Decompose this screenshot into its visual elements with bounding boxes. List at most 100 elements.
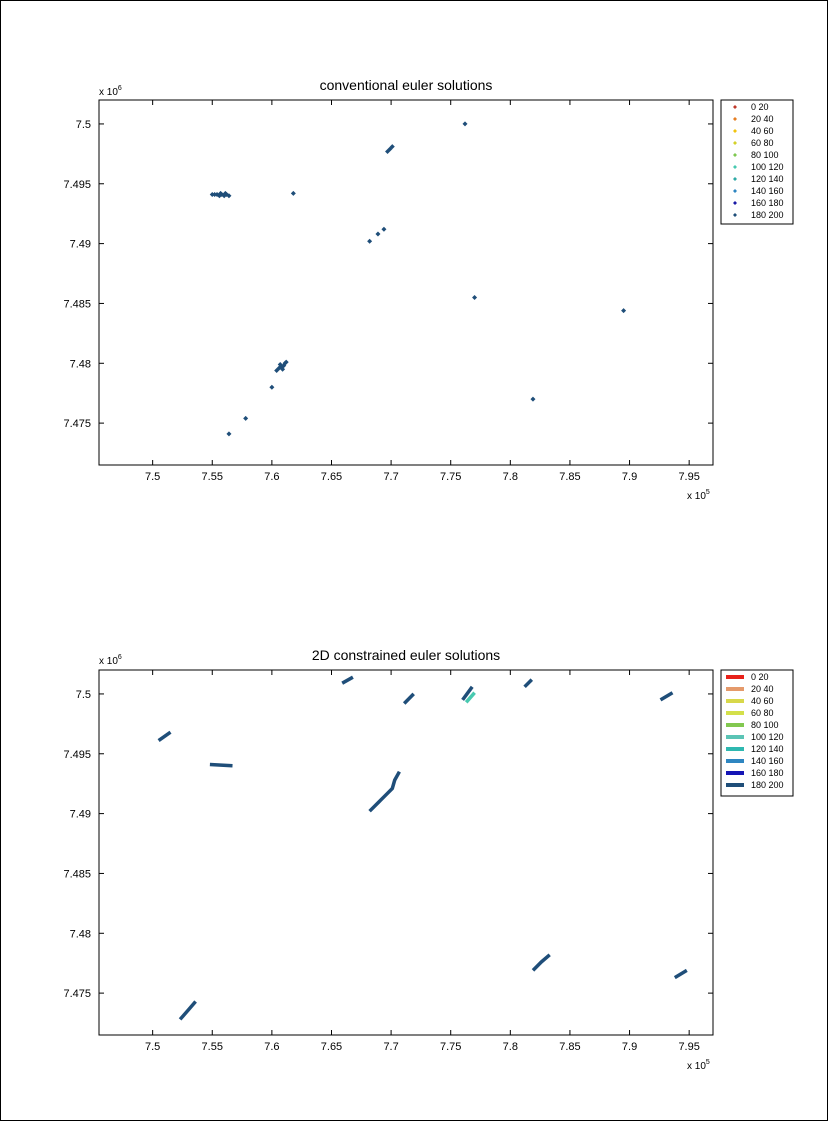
data-points — [209, 121, 627, 437]
x-tick-label: 7.55 — [202, 471, 223, 483]
x-tick-label: 7.55 — [202, 1041, 223, 1053]
data-point — [243, 415, 249, 421]
legend-label: 0 20 — [751, 672, 769, 682]
data-point — [389, 144, 395, 150]
data-segment — [523, 678, 534, 689]
y-tick-label: 7.475 — [63, 418, 91, 430]
data-point — [290, 190, 296, 196]
legend-label: 100 120 — [751, 162, 784, 172]
legend-label: 180 200 — [751, 210, 784, 220]
x-exponent-label: x 105 — [687, 1059, 710, 1072]
data-point — [462, 121, 468, 127]
y-tick-label: 7.49 — [70, 239, 91, 251]
legend-label: 160 180 — [751, 768, 784, 778]
y-tick-label: 7.485 — [63, 868, 91, 880]
y-tick-label: 7.485 — [63, 298, 91, 310]
legend-label: 20 40 — [751, 684, 774, 694]
y-exponent-label: x 106 — [99, 85, 122, 98]
legend-label: 100 120 — [751, 732, 784, 742]
plot-area — [98, 99, 714, 466]
x-tick-label: 7.9 — [622, 471, 637, 483]
data-point — [530, 396, 536, 402]
data-segment — [209, 762, 233, 768]
data-segment — [157, 730, 172, 743]
legend-label: 120 140 — [751, 174, 784, 184]
legend-marker — [733, 201, 737, 205]
y-tick-label: 7.48 — [70, 358, 91, 370]
x-tick-label: 7.75 — [440, 1041, 461, 1053]
data-point — [367, 238, 373, 244]
y-axis-ticks: 7.475 7.48 7.485 7.49 7.495 7.5 — [63, 119, 713, 430]
legend-label: 120 140 — [751, 744, 784, 754]
legend-box — [720, 99, 794, 225]
legend-marker — [733, 117, 737, 121]
chart-title: 2D constrained euler solutions — [312, 647, 500, 663]
x-tick-label: 7.5 — [145, 1041, 160, 1053]
x-tick-label: 7.95 — [678, 471, 699, 483]
data-point — [226, 431, 232, 437]
legend-marker — [733, 141, 737, 145]
legend-marker — [733, 105, 737, 109]
y-tick-label: 7.475 — [63, 988, 91, 1000]
data-point — [269, 384, 275, 390]
chart-title: conventional euler solutions — [320, 77, 493, 93]
legend-label: 140 160 — [751, 186, 784, 196]
data-segment — [178, 1000, 197, 1021]
data-segments — [157, 675, 688, 1021]
legend-label: 0 20 — [751, 102, 769, 112]
data-segment — [464, 691, 476, 704]
data-segment — [368, 770, 401, 813]
y-exponent-label: x 106 — [99, 654, 122, 667]
legend-marker — [733, 153, 737, 157]
y-tick-label: 7.49 — [70, 809, 91, 821]
x-tick-label: 7.5 — [145, 471, 160, 483]
data-point — [222, 190, 228, 196]
chart-2d-constrained-euler: 2D constrained euler solutions x 106 x 1… — [63, 647, 794, 1072]
x-tick-label: 7.85 — [559, 471, 580, 483]
data-segment — [402, 692, 415, 705]
legend-marker — [733, 189, 737, 193]
x-tick-label: 7.7 — [383, 471, 398, 483]
legend-marker — [733, 213, 737, 217]
x-tick-label: 7.6 — [264, 471, 279, 483]
x-tick-label: 7.8 — [503, 471, 518, 483]
x-tick-label: 7.95 — [678, 1041, 699, 1053]
data-point — [283, 359, 289, 365]
data-segment — [673, 968, 688, 980]
legend-label: 140 160 — [751, 756, 784, 766]
data-point — [218, 190, 224, 196]
y-tick-label: 7.495 — [63, 749, 91, 761]
legend-label: 40 60 — [751, 696, 774, 706]
legend-label: 80 100 — [751, 720, 779, 730]
data-segment — [461, 685, 474, 701]
y-tick-label: 7.48 — [70, 928, 91, 940]
x-tick-label: 7.65 — [321, 1041, 342, 1053]
x-tick-label: 7.6 — [264, 1041, 279, 1053]
y-axis-ticks: 7.475 7.48 7.485 7.49 7.495 7.5 — [63, 689, 713, 1000]
legend-marker — [733, 177, 737, 181]
data-segment — [341, 675, 354, 685]
data-point — [280, 366, 286, 372]
chart-conventional-euler: conventional euler solutions x 106 x 105… — [63, 77, 794, 502]
data-point — [277, 361, 283, 367]
y-tick-label: 7.5 — [76, 689, 91, 701]
data-point — [381, 226, 387, 232]
legend: 0 20 20 40 40 60 60 80 80 100 100 120 120 140 1… — [720, 99, 794, 225]
legend-label: 160 180 — [751, 198, 784, 208]
legend-label: 60 80 — [751, 708, 774, 718]
plot-area — [98, 669, 714, 1036]
x-tick-label: 7.65 — [321, 471, 342, 483]
y-tick-label: 7.495 — [63, 179, 91, 191]
legend-label: 60 80 — [751, 138, 774, 148]
data-point — [226, 193, 232, 199]
x-tick-label: 7.85 — [559, 1041, 580, 1053]
legend-marker — [733, 165, 737, 169]
data-segment — [531, 953, 551, 972]
data-segment — [659, 691, 674, 702]
legend-label: 20 40 — [751, 114, 774, 124]
x-tick-label: 7.9 — [622, 1041, 637, 1053]
legend-label: 40 60 — [751, 126, 774, 136]
legend: 0 20 20 40 40 60 60 80 80 100 100 120 120 140 1… — [720, 669, 794, 797]
